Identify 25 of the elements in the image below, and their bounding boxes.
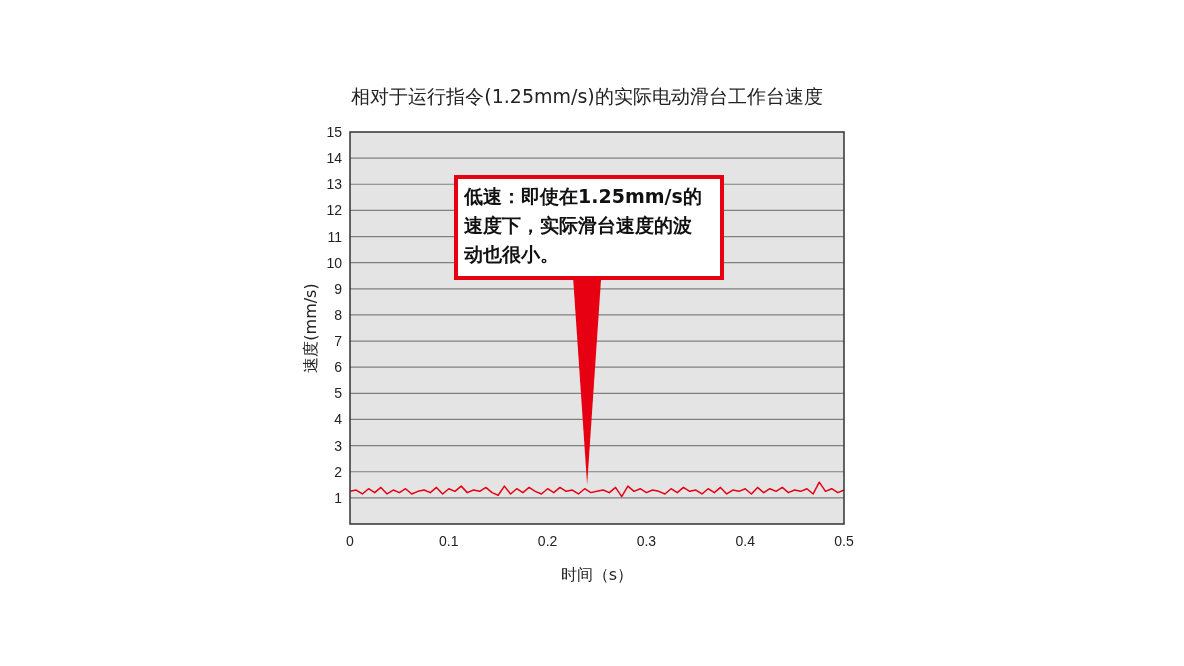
y-tick-label: 3 [334, 437, 343, 454]
y-axis-title: 速度(mm/s) [301, 283, 320, 373]
chart-title: 相对于运行指令(1.25mm/s)的实际电动滑台工作台速度 [351, 85, 823, 107]
y-tick-label: 8 [334, 306, 343, 323]
annotation: 低速：即使在1.25mm/s的速度下，实际滑台速度的波动也很小。 [464, 184, 703, 267]
x-tick-label: 0.1 [439, 533, 459, 549]
y-tick-label: 12 [326, 202, 343, 219]
y-tick-label: 6 [334, 359, 343, 376]
y-tick-label: 9 [334, 280, 343, 297]
x-tick-label: 0 [346, 533, 355, 549]
y-tick-label: 7 [334, 333, 343, 350]
x-tick-label: 0.3 [636, 533, 657, 549]
y-tick-label: 15 [326, 124, 343, 140]
y-tick-label: 2 [334, 463, 343, 480]
y-tick-label: 14 [326, 150, 343, 167]
y-tick-label: 5 [334, 385, 343, 402]
x-tick-label: 0.5 [834, 533, 854, 549]
y-tick-label: 1 [334, 489, 343, 506]
x-axis-title: 时间（s） [560, 565, 634, 584]
x-tick-label: 0.4 [735, 533, 756, 549]
y-tick-label: 10 [326, 254, 343, 271]
y-tick-label: 11 [327, 228, 343, 245]
y-tick-label: 13 [326, 176, 343, 193]
x-tick-label: 0.2 [537, 533, 558, 549]
y-tick-label: 4 [334, 411, 343, 428]
